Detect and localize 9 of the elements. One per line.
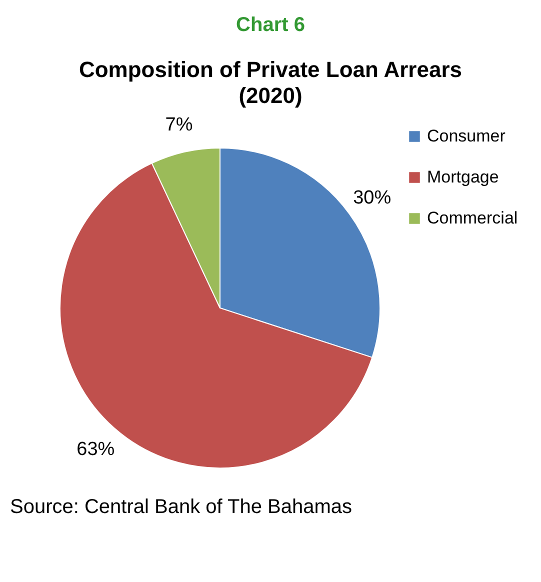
chart-subtitle: Chart 6	[235, 14, 306, 37]
data-label: 30%	[353, 187, 392, 208]
legend-label: Consumer	[427, 126, 506, 146]
legend-label: Mortgage	[427, 167, 499, 186]
chart-title: Composition of Private Loan Arrears (2020)	[78, 57, 464, 110]
data-label: 7%	[165, 114, 193, 136]
source-note: Source: Central Bank of The Bahamas	[10, 496, 354, 519]
legend-label: Commercial	[427, 208, 518, 228]
data-label: 63%	[76, 438, 115, 460]
